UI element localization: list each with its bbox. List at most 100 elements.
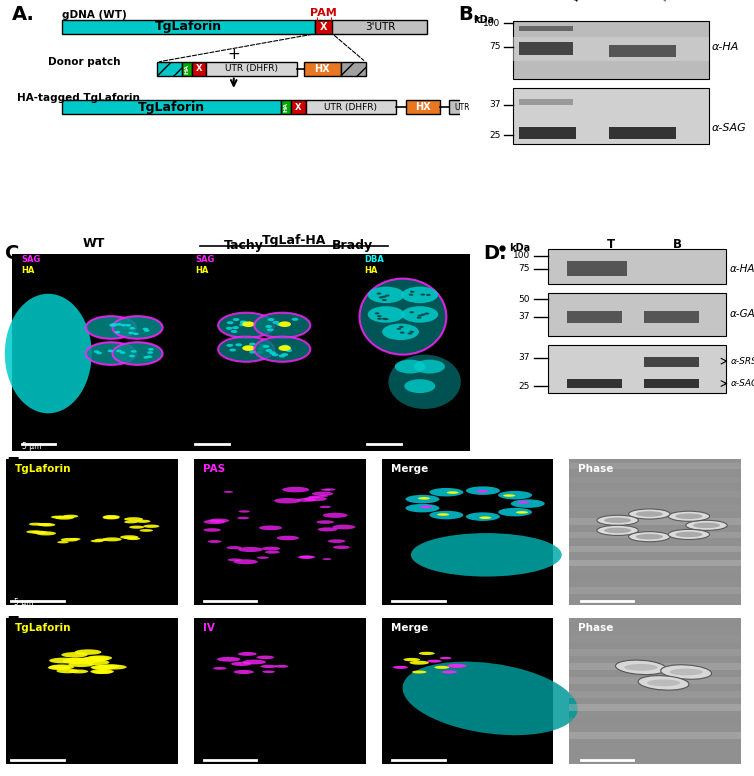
Circle shape xyxy=(409,293,413,296)
Bar xyxy=(569,718,741,725)
Circle shape xyxy=(437,513,449,516)
Circle shape xyxy=(434,666,449,669)
Text: WT: WT xyxy=(570,0,588,5)
Circle shape xyxy=(299,556,315,559)
Circle shape xyxy=(480,517,492,519)
Circle shape xyxy=(409,311,414,314)
Circle shape xyxy=(242,321,255,327)
Bar xyxy=(569,532,741,539)
Circle shape xyxy=(276,323,283,326)
Circle shape xyxy=(129,525,144,528)
Circle shape xyxy=(409,660,429,665)
Text: HA: HA xyxy=(284,102,289,113)
Circle shape xyxy=(273,320,280,324)
Bar xyxy=(341,62,366,76)
Bar xyxy=(569,463,741,469)
Circle shape xyxy=(238,547,263,552)
Circle shape xyxy=(647,680,680,686)
Bar xyxy=(569,663,741,670)
Circle shape xyxy=(31,531,48,534)
Circle shape xyxy=(226,546,242,549)
Bar xyxy=(569,573,741,580)
Ellipse shape xyxy=(597,525,639,535)
Circle shape xyxy=(317,520,334,524)
Circle shape xyxy=(384,318,388,320)
Circle shape xyxy=(103,537,121,542)
Bar xyxy=(609,127,676,139)
Circle shape xyxy=(636,511,663,517)
Circle shape xyxy=(49,664,75,670)
Bar xyxy=(382,618,553,764)
Circle shape xyxy=(259,525,282,530)
Text: C.: C. xyxy=(5,244,26,263)
Text: UTR (DHFR): UTR (DHFR) xyxy=(324,102,378,112)
Circle shape xyxy=(377,317,382,320)
Circle shape xyxy=(420,293,425,296)
Circle shape xyxy=(100,329,105,331)
Text: 75: 75 xyxy=(489,42,501,51)
Bar xyxy=(519,42,573,54)
Circle shape xyxy=(262,345,269,348)
Bar xyxy=(6,618,178,764)
Circle shape xyxy=(382,317,387,320)
Circle shape xyxy=(26,530,41,533)
Circle shape xyxy=(321,489,331,490)
Circle shape xyxy=(282,345,289,348)
Bar xyxy=(291,100,305,114)
Text: T: T xyxy=(607,238,615,251)
Circle shape xyxy=(254,337,311,362)
Circle shape xyxy=(218,313,274,338)
Circle shape xyxy=(29,523,43,525)
Ellipse shape xyxy=(5,294,92,414)
Circle shape xyxy=(258,347,265,350)
Circle shape xyxy=(90,669,114,674)
Bar xyxy=(569,477,741,483)
Circle shape xyxy=(604,518,631,523)
Circle shape xyxy=(401,307,438,323)
Circle shape xyxy=(132,353,137,355)
Circle shape xyxy=(229,348,236,352)
Circle shape xyxy=(231,330,238,333)
Circle shape xyxy=(282,487,309,493)
Circle shape xyxy=(86,316,136,339)
Circle shape xyxy=(238,652,257,656)
Ellipse shape xyxy=(411,533,562,577)
Circle shape xyxy=(227,321,234,324)
Text: X: X xyxy=(320,22,327,32)
Bar xyxy=(194,459,366,605)
Ellipse shape xyxy=(430,488,463,497)
Text: TgLaforin: TgLaforin xyxy=(15,464,72,474)
Circle shape xyxy=(124,328,130,331)
Circle shape xyxy=(57,669,78,674)
Circle shape xyxy=(69,538,81,540)
Bar xyxy=(569,491,741,497)
Circle shape xyxy=(420,505,432,508)
Bar xyxy=(567,262,627,276)
Bar xyxy=(569,504,741,511)
Bar xyxy=(192,62,206,76)
Bar xyxy=(6,459,178,605)
Circle shape xyxy=(239,323,246,326)
Circle shape xyxy=(421,314,425,316)
Text: 5 μm: 5 μm xyxy=(22,442,41,451)
Circle shape xyxy=(124,517,143,521)
Ellipse shape xyxy=(466,512,500,521)
Bar xyxy=(569,746,741,753)
Circle shape xyxy=(83,656,109,662)
Circle shape xyxy=(446,491,458,494)
Text: 25: 25 xyxy=(489,130,501,140)
Bar xyxy=(644,311,699,323)
Ellipse shape xyxy=(668,511,710,521)
Circle shape xyxy=(256,351,263,354)
Circle shape xyxy=(259,344,266,347)
Bar xyxy=(569,705,741,712)
Circle shape xyxy=(286,349,293,352)
Circle shape xyxy=(410,291,415,293)
Text: Merge: Merge xyxy=(391,464,428,474)
Circle shape xyxy=(36,532,56,535)
Bar xyxy=(569,677,741,684)
Circle shape xyxy=(442,670,457,674)
Circle shape xyxy=(320,506,331,508)
Bar xyxy=(569,636,741,643)
Circle shape xyxy=(103,350,109,352)
